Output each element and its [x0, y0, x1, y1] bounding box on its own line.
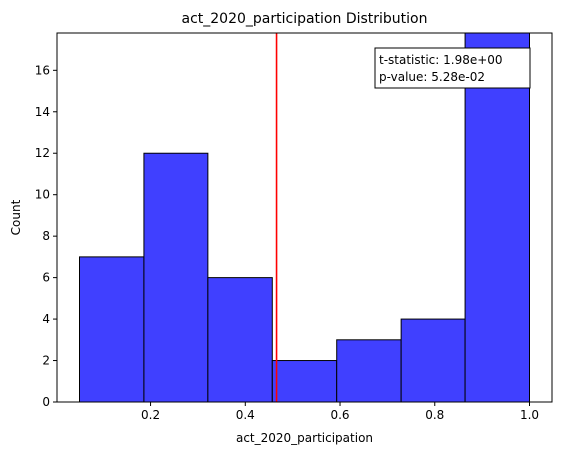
histogram-bar-1 [79, 256, 145, 403]
y-tick-label: 16 [35, 63, 50, 77]
chart-title: act_2020_participation Distribution [182, 11, 428, 27]
y-tick-label: 6 [42, 271, 50, 285]
y-axis-label: Count [9, 199, 23, 235]
y-tick-label: 14 [35, 105, 50, 119]
x-axis-ticks: 0.2 0.4 0.6 0.8 1.0 [141, 402, 539, 422]
y-axis-ticks: 0 2 4 6 8 10 12 14 16 [35, 63, 57, 409]
histogram-bar-6 [400, 318, 466, 403]
y-tick-label: 2 [42, 354, 50, 368]
histogram-bar-4 [271, 360, 338, 403]
histogram-bar-2 [143, 152, 209, 403]
histogram-bar-3 [207, 277, 273, 403]
x-tick-label: 0.8 [425, 408, 444, 422]
y-tick-label: 10 [35, 188, 50, 202]
y-tick-label: 0 [42, 395, 50, 409]
histogram-bar-5 [336, 339, 402, 403]
x-axis-label: act_2020_participation [236, 431, 373, 445]
bars-group [79, 32, 530, 403]
stats-annotation-box [374, 47, 531, 89]
p-value-text: p-value: 5.28e-02 [379, 70, 485, 84]
y-tick-label: 4 [42, 312, 50, 326]
y-tick-label: 12 [35, 146, 50, 160]
x-tick-label: 0.6 [330, 408, 349, 422]
plot-frame [56, 32, 553, 403]
x-tick-label: 0.2 [141, 408, 160, 422]
x-tick-label: 0.4 [236, 408, 255, 422]
x-tick-label: 1.0 [520, 408, 539, 422]
t-statistic-text: t-statistic: 1.98e+00 [379, 53, 503, 67]
y-tick-label: 8 [42, 229, 50, 243]
stats-annotation: t-statistic: 1.98e+00 p-value: 5.28e-02 [374, 47, 531, 89]
